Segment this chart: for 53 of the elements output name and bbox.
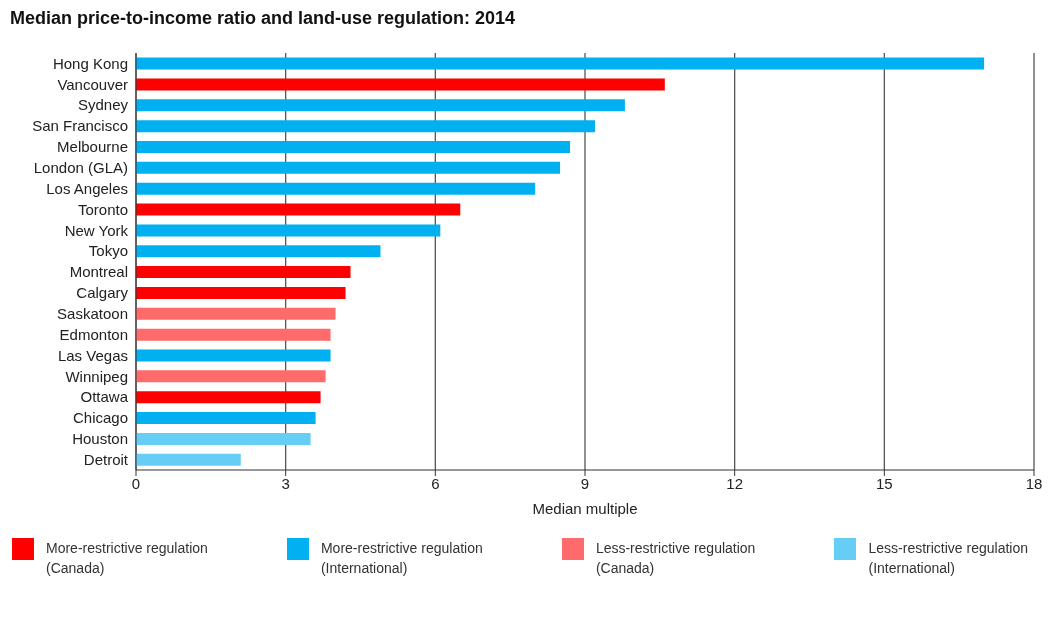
- bar: [136, 328, 331, 341]
- legend-label: More-restrictive regulation (International): [320, 539, 483, 578]
- y-tick-label: London (GLA): [33, 159, 128, 176]
- y-tick-label: Houston: [72, 430, 128, 448]
- y-tick-label: Hong Kong: [52, 54, 128, 72]
- bar: [136, 245, 381, 258]
- y-tick-label: Winnipeg: [65, 367, 128, 385]
- y-tick-label: Saskatoon: [57, 304, 128, 322]
- y-tick-label: Melbourne: [57, 138, 128, 156]
- x-tick-label: 6: [431, 474, 440, 492]
- bar: [136, 99, 625, 112]
- bar: [136, 140, 571, 153]
- y-tick-label: Toronto: [77, 200, 128, 218]
- bar: [136, 391, 321, 404]
- y-tick-label: Edmonton: [59, 325, 128, 343]
- y-tick-label: Detroit: [83, 450, 129, 468]
- x-tick-label: 15: [875, 474, 893, 492]
- bar: [136, 161, 561, 174]
- x-axis-title: Median multiple: [532, 500, 638, 517]
- bar: [136, 286, 346, 299]
- legend-label: Less-restrictive regulation (Canada): [595, 539, 756, 578]
- legend-label: Less-restrictive regulation (International): [868, 539, 1028, 578]
- y-tick-label: Las Vegas: [57, 346, 128, 364]
- legend-label: More-restrictive regulation (Canada): [46, 539, 208, 578]
- x-tick-label: 0: [131, 474, 141, 492]
- y-tick-label: Montreal: [69, 263, 128, 281]
- bar: [136, 224, 441, 237]
- x-tick-label: 3: [281, 474, 290, 492]
- y-tick-label: Tokyo: [88, 242, 128, 260]
- x-tick-label: 9: [580, 474, 590, 492]
- y-tick-label: Ottawa: [80, 388, 129, 406]
- bar: [136, 370, 326, 383]
- y-tick-label: Vancouver: [57, 75, 128, 93]
- bar: [136, 266, 351, 279]
- bar: [136, 307, 336, 320]
- bar: [136, 182, 536, 195]
- y-tick-label: Los Angeles: [46, 179, 128, 197]
- bar: [136, 78, 665, 91]
- bar: [136, 349, 331, 362]
- bar: [136, 203, 461, 216]
- bar: [136, 120, 595, 133]
- chart-title: Median price-to-income ratio and land-use regulation: 2014: [10, 8, 517, 29]
- y-tick-label: San Francisco: [32, 117, 128, 135]
- y-tick-label: Sydney: [77, 96, 129, 114]
- bar: [136, 412, 316, 425]
- y-tick-label: New York: [64, 221, 129, 239]
- bar: [136, 432, 311, 445]
- bar: [136, 57, 985, 70]
- x-tick-label: 18: [1025, 474, 1043, 492]
- x-tick-label: 12: [726, 474, 744, 492]
- y-tick-label: Calgary: [76, 284, 129, 302]
- y-tick-label: Chicago: [72, 409, 128, 427]
- bar: [136, 453, 241, 466]
